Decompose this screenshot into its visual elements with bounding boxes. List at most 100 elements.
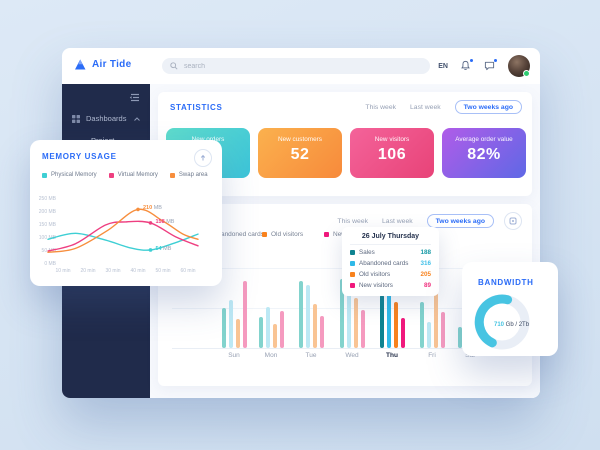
day-label-mon: Mon: [264, 352, 278, 359]
bar-abandoned-cards: [427, 322, 431, 348]
memory-line-chart: [47, 207, 199, 253]
chat-icon: [484, 61, 495, 71]
bar-group-mon: [259, 307, 284, 348]
annotation-unit: MB: [164, 218, 175, 225]
x-tick: 50 min: [155, 268, 171, 274]
annotation-value: 54: [155, 245, 162, 252]
stat-cards-row: New orders New customers 52 New visitors 106…: [166, 128, 526, 178]
notifications-button[interactable]: [460, 59, 473, 72]
bar-sales: [458, 327, 462, 348]
bar-new-visitors: [243, 281, 247, 348]
collapse-menu-icon: [129, 93, 139, 102]
gridline: [172, 308, 518, 309]
memory-legend: Physical Memory Virtual Memory Swap area: [42, 172, 208, 178]
search-bar[interactable]: [162, 58, 430, 74]
legend-item-swap-area[interactable]: Swap area: [169, 172, 208, 178]
tab-two-weeks-ago[interactable]: Two weeks ago: [454, 100, 522, 114]
tooltip-label: Sales: [359, 249, 375, 256]
notification-dot: [470, 59, 473, 62]
share-button[interactable]: [194, 149, 212, 167]
y-tick: 150 MB: [38, 222, 56, 228]
stat-card-new-visitors: New visitors 106: [350, 128, 434, 178]
annotation-value: 210: [143, 205, 153, 212]
stat-card-label: New orders: [192, 136, 225, 143]
bar-sales: [222, 308, 226, 348]
tooltip-title: 26 July Thursday: [350, 233, 431, 245]
tooltip-rows: Sales 188 Abandoned cards 316 Old visitors 20…: [350, 249, 431, 289]
bar-sales: [340, 279, 344, 348]
line-physical-memory: [47, 232, 199, 251]
bar-old-visitors: [313, 304, 317, 348]
bar-group-sun: [222, 281, 247, 348]
bar-old-visitors: [394, 302, 398, 348]
sidebar-collapse-button[interactable]: [129, 93, 140, 102]
tab-this-week[interactable]: This week: [365, 103, 397, 111]
bandwidth-gauge: [474, 294, 530, 350]
tooltip-value: 89: [423, 282, 431, 289]
legend-swatch: [169, 172, 175, 178]
legend-label: Abandoned cards: [213, 231, 264, 238]
stat-card-value: 106: [377, 146, 407, 163]
stat-card-value: 82%: [467, 146, 501, 163]
day-label-sun: Sun: [228, 352, 240, 359]
search-icon: [170, 62, 178, 70]
legend-label: Virtual Memory: [117, 172, 158, 178]
top-bar: Air Tide EN: [62, 48, 540, 85]
bar-old-visitors: [273, 324, 277, 348]
tooltip-row-old-visitors: Old visitors 205: [350, 271, 431, 278]
legend-label: Swap area: [178, 172, 208, 178]
bar-sales: [380, 295, 384, 348]
online-status-dot: [523, 70, 530, 77]
bar-group-tue: [299, 281, 324, 348]
bandwidth-value: 710 Gb / 2Tb: [494, 322, 530, 328]
tab-this-week[interactable]: This week: [337, 217, 369, 225]
annotation-virtual-memory: 158 MB: [156, 219, 175, 225]
tooltip-value: 316: [420, 260, 431, 267]
x-tick: 10 min: [55, 268, 71, 274]
annotation-value: 158: [155, 218, 165, 225]
memory-usage-title: MEMORY USAGE: [42, 152, 117, 161]
tab-last-week[interactable]: Last week: [382, 217, 413, 225]
day-label-thu: Thu: [386, 352, 398, 359]
data-point-physical-memory: [148, 248, 153, 252]
x-tick: 30 min: [105, 268, 121, 274]
y-tick: 0 MB: [44, 261, 56, 267]
x-tick: 20 min: [80, 268, 96, 274]
dashboards-icon: [72, 114, 80, 123]
legend-swatch: [262, 232, 267, 237]
statistics-period-tabs: This week Last week Two weeks ago: [351, 100, 522, 114]
message-dot: [494, 59, 497, 62]
bar-abandoned-cards: [266, 307, 270, 348]
logo-icon: [75, 59, 86, 70]
tab-last-week[interactable]: Last week: [410, 103, 441, 111]
messages-button[interactable]: [484, 59, 497, 72]
search-input[interactable]: [182, 61, 422, 71]
chart-tooltip: 26 July Thursday Sales 188 Abandoned cards…: [342, 227, 439, 296]
bar-group-fri: [420, 293, 445, 348]
annotation-unit: MB: [161, 245, 172, 252]
tooltip-value: 205: [420, 271, 431, 278]
tooltip-label: Old visitors: [359, 271, 391, 278]
stat-card-label: Average order value: [455, 136, 513, 143]
data-point-swap-area: [136, 207, 140, 212]
stat-card-new-customers: New customers 52: [258, 128, 342, 178]
stat-card-average-order-value: Average order value 82%: [442, 128, 526, 178]
chevron-up-icon: [134, 116, 140, 121]
export-icon: [509, 217, 517, 225]
bar-new-visitors: [320, 316, 324, 348]
bandwidth-card: BANDWIDTH 710 Gb / 2Tb: [462, 262, 558, 356]
y-tick: 200 MB: [38, 209, 56, 215]
app-logo[interactable]: Air Tide: [74, 58, 131, 71]
day-label-tue: Tue: [305, 352, 317, 359]
bar-group-thu: [380, 293, 405, 348]
export-button[interactable]: [504, 212, 522, 230]
legend-item-virtual-memory[interactable]: Virtual Memory: [108, 172, 158, 178]
tooltip-swatch: [350, 283, 355, 288]
language-selector[interactable]: EN: [438, 62, 448, 70]
user-avatar[interactable]: [508, 55, 530, 77]
tab-two-weeks-ago[interactable]: Two weeks ago: [426, 214, 494, 228]
legend-item-physical-memory[interactable]: Physical Memory: [42, 172, 97, 178]
sidebar-item-dashboards[interactable]: Dashboards: [62, 114, 150, 123]
legend-item-old-visitors[interactable]: Old visitors: [262, 231, 303, 238]
